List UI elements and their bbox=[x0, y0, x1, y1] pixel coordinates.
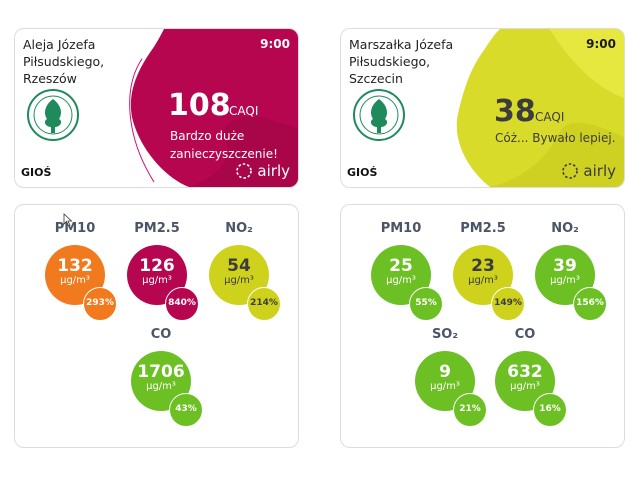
pollutant-percent: 43% bbox=[169, 393, 203, 427]
airly-logo-icon bbox=[236, 163, 253, 179]
pollutant-name: NO₂ bbox=[551, 221, 579, 236]
pollutant-name: NO₂ bbox=[225, 221, 253, 236]
pollutant-unit: µg/m³ bbox=[468, 275, 498, 286]
airly-brand: airly bbox=[561, 162, 616, 180]
pollutant-value: 1706 bbox=[137, 362, 185, 382]
location-line: Piłsudskiego, bbox=[23, 54, 105, 69]
location-line: Aleja Józefa bbox=[23, 37, 96, 52]
caqi-description: Bardzo duże zanieczyszczenie! bbox=[170, 127, 278, 163]
location-line: Piłsudskiego, bbox=[349, 54, 431, 69]
pollutant-name: CO bbox=[514, 327, 536, 342]
location-name: Aleja Józefa Piłsudskiego, Rzeszów bbox=[23, 36, 153, 87]
pollutant-name: SO₂ bbox=[431, 327, 459, 342]
pollutant-no2[interactable]: NO₂ 54 µg/m³ 214% bbox=[199, 221, 281, 341]
pollutant-pm10[interactable]: PM10 132 µg/m³ 293% bbox=[35, 221, 117, 341]
pollutant-pm25[interactable]: PM2.5 23 µg/m³ 149% bbox=[443, 221, 525, 341]
pollutant-name: PM10 bbox=[54, 221, 96, 236]
pollutant-unit: µg/m³ bbox=[146, 381, 176, 392]
description-line: zanieczyszczenie! bbox=[170, 147, 278, 161]
caqi-card-szczecin[interactable]: Marszałka Józefa Piłsudskiego, Szczecin … bbox=[340, 28, 625, 188]
pollutant-value: 126 bbox=[139, 256, 175, 276]
measurement-time: 9:00 bbox=[260, 37, 290, 51]
gios-logo-icon bbox=[25, 87, 81, 143]
pollutant-unit: µg/m³ bbox=[60, 275, 90, 286]
pollutant-percent: 55% bbox=[409, 287, 443, 321]
airly-logo-icon bbox=[562, 163, 579, 179]
pollutant-pm25[interactable]: PM2.5 126 µg/m³ 840% bbox=[117, 221, 199, 341]
background-blob bbox=[456, 29, 624, 187]
pollutant-name: PM2.5 bbox=[460, 221, 506, 236]
pollutant-name: PM2.5 bbox=[134, 221, 180, 236]
measurement-time: 9:00 bbox=[586, 37, 616, 51]
background-blob bbox=[129, 29, 298, 187]
pollutant-no2[interactable]: NO₂ 39 µg/m³ 156% bbox=[525, 221, 607, 341]
pollutant-value: 39 bbox=[553, 256, 577, 276]
pollutant-value: 54 bbox=[227, 256, 251, 276]
pollutant-value-bubble: 54 µg/m³ bbox=[209, 245, 269, 305]
pollutant-value: 23 bbox=[471, 256, 495, 276]
pollutant-value: 132 bbox=[57, 256, 93, 276]
pollutant-value: 632 bbox=[507, 362, 543, 382]
pollutant-value: 9 bbox=[439, 362, 451, 382]
location-line: Marszałka Józefa bbox=[349, 37, 454, 52]
location-line: Rzeszów bbox=[23, 71, 77, 86]
gios-logo-icon bbox=[351, 87, 407, 143]
pollutant-so2[interactable]: SO₂ 9 µg/m³ 21% bbox=[405, 327, 487, 447]
caqi-description: Cóż... Bywało lepiej. bbox=[495, 129, 616, 147]
data-source: GIOŚ bbox=[347, 166, 378, 179]
data-source: GIOŚ bbox=[21, 166, 52, 179]
pollutant-unit: µg/m³ bbox=[386, 275, 416, 286]
caqi-value: 108 bbox=[168, 88, 231, 123]
location-name: Marszałka Józefa Piłsudskiego, Szczecin bbox=[349, 36, 479, 87]
pollutant-percent: 293% bbox=[83, 287, 117, 321]
brand-name: airly bbox=[583, 162, 616, 180]
pollutant-co[interactable]: CO 632 µg/m³ 16% bbox=[485, 327, 567, 447]
mouse-cursor-icon bbox=[63, 213, 73, 227]
pollutant-unit: µg/m³ bbox=[142, 275, 172, 286]
pollutants-card-szczecin: PM10 25 µg/m³ 55% PM2.5 23 µg/m³ 149% NO… bbox=[340, 204, 625, 448]
caqi-unit: CAQI bbox=[535, 110, 565, 124]
pollutant-percent: 840% bbox=[165, 287, 199, 321]
description-line: Cóż... Bywało lepiej. bbox=[495, 131, 616, 145]
pollutant-unit: µg/m³ bbox=[510, 381, 540, 392]
pollutant-pm10[interactable]: PM10 25 µg/m³ 55% bbox=[361, 221, 443, 341]
pollutant-percent: 21% bbox=[453, 393, 487, 427]
pollutant-unit: µg/m³ bbox=[550, 275, 580, 286]
pollutant-unit: µg/m³ bbox=[430, 381, 460, 392]
pollutant-percent: 149% bbox=[491, 287, 525, 321]
pollutants-card-rzeszow: PM10 132 µg/m³ 293% PM2.5 126 µg/m³ 840%… bbox=[14, 204, 299, 448]
caqi-value: 38 bbox=[494, 94, 536, 129]
caqi-card-rzeszow[interactable]: Aleja Józefa Piłsudskiego, Rzeszów 9:00 … bbox=[14, 28, 299, 188]
pollutant-co[interactable]: CO 1706 µg/m³ 43% bbox=[121, 327, 203, 447]
pollutant-name: CO bbox=[150, 327, 172, 342]
pollutant-unit: µg/m³ bbox=[224, 275, 254, 286]
pollutant-value: 25 bbox=[389, 256, 413, 276]
pollutant-name: PM10 bbox=[380, 221, 422, 236]
location-line: Szczecin bbox=[349, 71, 403, 86]
airly-brand: airly bbox=[235, 162, 290, 180]
brand-name: airly bbox=[257, 162, 290, 180]
description-line: Bardzo duże bbox=[170, 129, 245, 143]
pollutant-percent: 214% bbox=[247, 287, 281, 321]
pollutant-percent: 16% bbox=[533, 393, 567, 427]
pollutant-percent: 156% bbox=[573, 287, 607, 321]
caqi-unit: CAQI bbox=[229, 104, 259, 118]
